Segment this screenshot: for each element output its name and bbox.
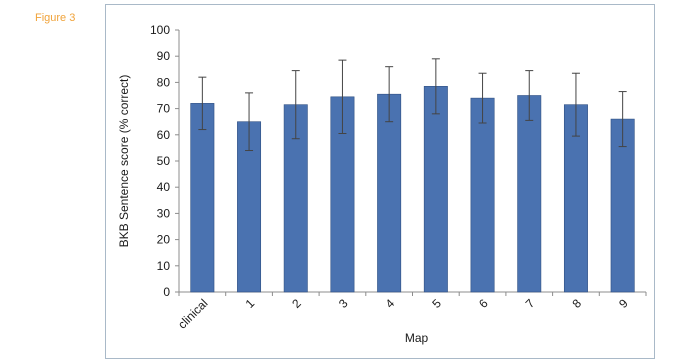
bar-7 [517,95,542,293]
y-tick-label: 80 [157,75,171,89]
x-tick-label: 3 [336,296,351,311]
y-tick-label: 40 [157,180,171,194]
y-tick-label: 90 [157,49,171,63]
y-tick-label: 50 [157,154,171,168]
chart-frame: 0 10 20 30 40 50 60 70 80 90 100 BKB Sentence score… [105,4,655,359]
y-tick-label: 30 [157,206,171,220]
x-tick-label: 1 [243,296,258,311]
x-tick-label: 5 [429,296,444,311]
y-tick-label: 100 [150,23,170,37]
x-tick-label: 9 [616,296,631,311]
x-axis-title: Map [405,331,429,345]
x-tick-label: 6 [476,296,491,311]
y-tick-label: 70 [157,102,171,116]
x-tick-label: 2 [289,296,304,311]
y-tick-label: 20 [157,233,171,247]
bar-4 [377,93,402,293]
x-tick-label: 8 [569,296,584,311]
y-tick-label: 0 [163,285,170,299]
figure-label: Figure 3 [35,12,76,24]
y-axis-title: BKB Sentence score (% correct) [117,75,131,248]
x-tick-label: 7 [523,296,538,311]
y-tick-label: 10 [157,259,171,273]
x-tick-label: 4 [383,296,398,311]
bar-chart: 0 10 20 30 40 50 60 70 80 90 100 BKB Sentence score… [117,23,647,345]
y-tick-label: 60 [157,128,171,142]
x-tick-label: clinical [175,296,210,331]
bar-6 [470,97,495,293]
bar-clinical [190,103,215,293]
bar-5 [423,86,448,293]
